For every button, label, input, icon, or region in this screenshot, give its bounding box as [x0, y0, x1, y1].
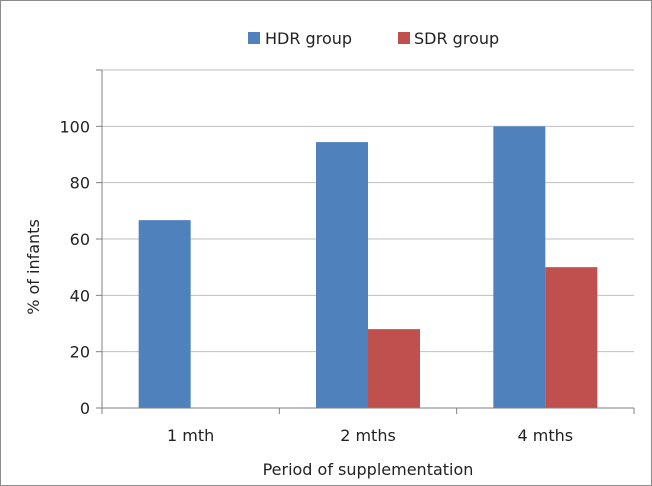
bar	[493, 126, 546, 408]
legend-label: HDR group	[265, 29, 352, 48]
y-tick-label: 0	[80, 399, 90, 418]
y-tick-label: 60	[70, 230, 90, 249]
y-tick-label: 20	[70, 343, 90, 362]
x-tick-labels: 1 mth 2 mths 4 mths	[167, 426, 573, 445]
x-tick-label: 4 mths	[518, 426, 574, 445]
bar	[368, 329, 420, 408]
legend-swatch	[248, 32, 260, 44]
legend-label: SDR group	[414, 29, 499, 48]
y-tick-label: 100	[59, 117, 90, 136]
legend-swatch	[398, 32, 410, 44]
y-tick-labels: 0 20 40 60 80 100	[59, 117, 90, 418]
bar	[138, 220, 191, 408]
bar	[316, 142, 368, 408]
x-axis-title: Period of supplementation	[263, 460, 474, 479]
x-tick-label: 1 mth	[167, 426, 214, 445]
bars	[138, 126, 598, 408]
y-tick-label: 40	[70, 286, 90, 305]
y-tick-label: 80	[70, 174, 90, 193]
legend: HDR group SDR group	[248, 29, 499, 48]
y-axis-title: % of infants	[24, 219, 43, 315]
bar	[545, 267, 598, 408]
x-tick-label: 2 mths	[340, 426, 396, 445]
axes	[96, 69, 635, 414]
